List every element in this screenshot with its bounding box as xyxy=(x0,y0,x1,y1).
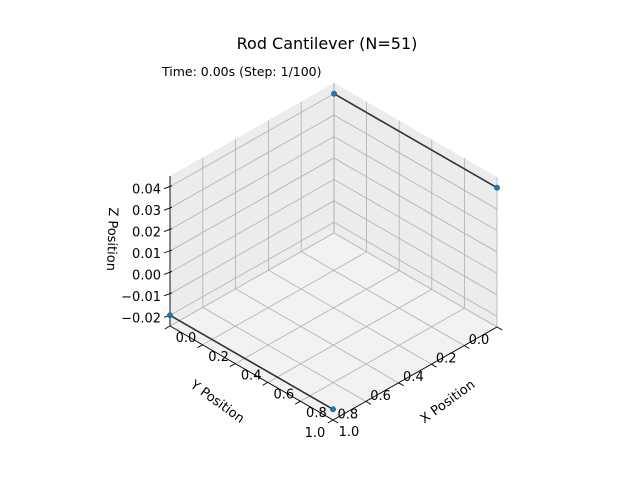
y-tick-label: 0.8 xyxy=(337,407,358,422)
x-axis-line xyxy=(169,325,334,421)
axis-panes xyxy=(170,83,497,420)
y-tick-label: 1.0 xyxy=(305,426,326,441)
y-grid-line xyxy=(202,157,366,402)
x-tick-mark xyxy=(197,344,203,349)
x-tick-mark xyxy=(164,325,171,330)
z-tick-label: 0.04 xyxy=(132,183,161,198)
z-grid-line xyxy=(169,221,498,317)
y-tick-mark xyxy=(463,345,470,349)
x-tick-mark xyxy=(262,382,269,386)
y-grid-line xyxy=(300,101,465,346)
y-tick-label: 0.2 xyxy=(436,352,457,367)
rod-node-marker xyxy=(167,312,173,319)
y-tick-mark xyxy=(431,363,437,368)
z-tick-mark xyxy=(163,185,173,190)
rod-node-marker xyxy=(331,90,337,97)
y-tick-mark xyxy=(398,382,405,387)
z-grid-line xyxy=(169,200,498,296)
y-tick-label: 0.4 xyxy=(403,370,424,385)
x-tick-label: 0.2 xyxy=(208,350,229,365)
x-tick-mark xyxy=(294,400,301,405)
z-axis-label: Z Position xyxy=(103,207,120,271)
z-tick-mark xyxy=(163,271,173,275)
z-tick-mark xyxy=(163,228,173,232)
tick-marks xyxy=(163,185,503,424)
z-grid-line xyxy=(169,136,498,231)
z-tick-label: 0.01 xyxy=(132,247,161,262)
x-tick-label: 1.0 xyxy=(339,425,360,440)
z-tick-label: 0.02 xyxy=(132,226,161,241)
time-annotation: Time: 0.00s (Step: 1/100) xyxy=(161,64,322,79)
x-tick-mark xyxy=(229,363,236,367)
y-tick-mark xyxy=(496,326,503,331)
y-grid-line xyxy=(235,138,399,384)
y-tick-mark xyxy=(332,419,339,424)
rod-node-marker xyxy=(330,406,336,413)
x-tick-mark xyxy=(327,419,334,424)
chart-title: Rod Cantilever (N=51) xyxy=(237,34,418,53)
rod-line xyxy=(169,314,334,410)
z-tick-mark xyxy=(163,206,173,211)
x-axis-label: X Position xyxy=(418,377,478,427)
z-tick-label: 0.03 xyxy=(132,204,161,219)
z-tick-label: 0.00 xyxy=(132,268,161,283)
z-grid-line xyxy=(169,114,498,210)
z-tick-label: −0.01 xyxy=(121,290,161,305)
y-grid-line xyxy=(333,83,498,328)
x-tick-label: 0.6 xyxy=(273,387,294,402)
y-grid-line xyxy=(267,120,432,365)
y-tick-mark xyxy=(365,401,372,405)
z-tick-mark xyxy=(163,249,173,254)
z-grid-line xyxy=(169,178,498,274)
y-axis-line xyxy=(332,326,498,421)
y-tick-label: 0.0 xyxy=(469,333,490,348)
rod-node-marker xyxy=(494,184,500,191)
x-tick-label: 0.0 xyxy=(176,331,197,346)
z-tick-label: −0.02 xyxy=(121,311,161,326)
tick-labels: 0.0 0.2 0.4 0.6 0.8 1.0 0.0 0.2 0.4 0.6 0.8 1.0 −0.0… xyxy=(121,183,489,441)
x-tick-label: 0.8 xyxy=(306,406,327,421)
y-axis-label: Y Position xyxy=(186,377,246,427)
z-tick-mark xyxy=(163,292,173,297)
rod-line xyxy=(333,93,498,189)
y-tick-label: 0.6 xyxy=(370,389,391,404)
x-tick-label: 0.4 xyxy=(241,369,262,384)
data-series xyxy=(167,90,500,413)
z-grid-line xyxy=(169,157,498,253)
